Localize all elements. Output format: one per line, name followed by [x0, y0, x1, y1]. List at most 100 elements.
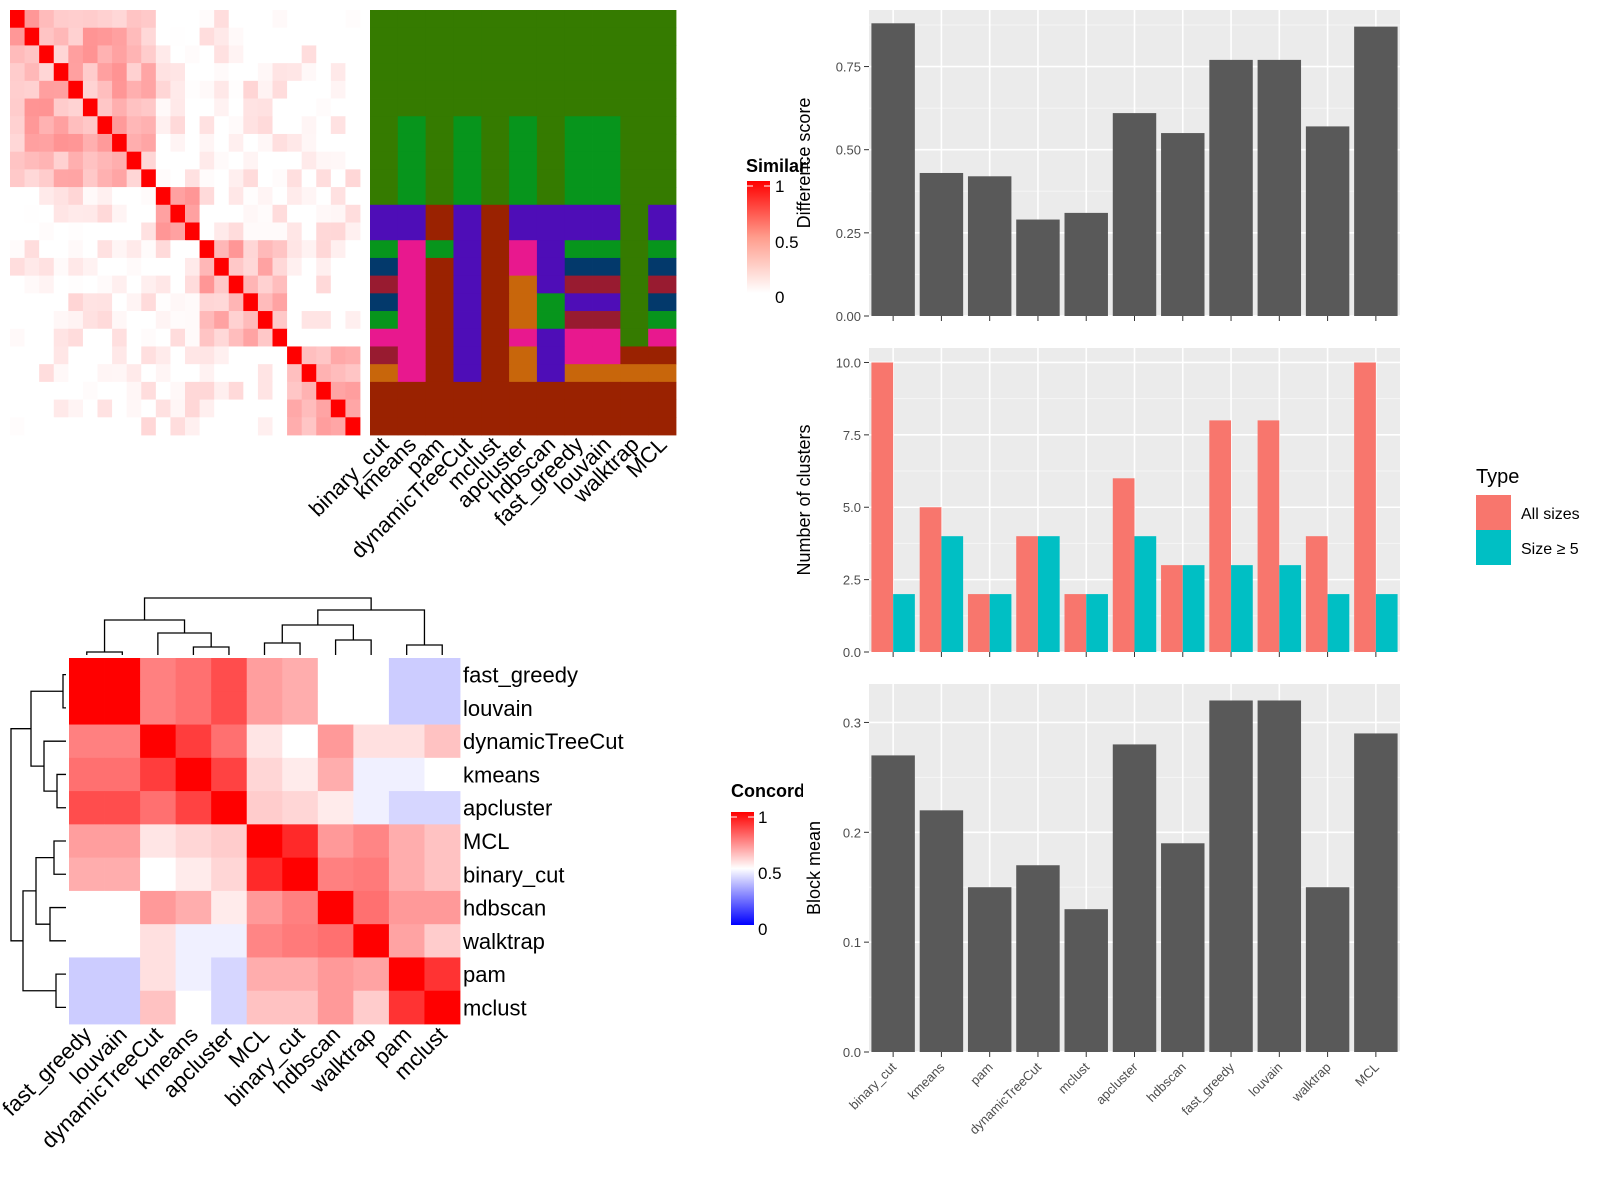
similarity-cell	[316, 257, 332, 277]
similarity-cell	[10, 381, 25, 400]
similarity-cell	[199, 187, 215, 206]
similarity-cell	[24, 381, 40, 400]
cluster-cell	[536, 399, 566, 418]
similarity-cell	[10, 275, 25, 294]
cluster-cell	[592, 417, 621, 436]
concordance-cell	[282, 857, 319, 892]
cluster-cell	[453, 80, 482, 99]
cluster-cell	[509, 346, 538, 365]
similarity-legend: Similarity 1 0.5 0	[746, 156, 808, 307]
similarity-cell	[170, 328, 186, 347]
similarity-cell	[257, 381, 273, 400]
similarity-cell	[68, 417, 84, 436]
concordance-cell	[317, 791, 354, 825]
similarity-cell	[272, 63, 288, 82]
similarity-cell	[301, 151, 317, 170]
concordance-cell	[424, 691, 461, 725]
similarity-cell	[10, 63, 25, 82]
similarity-cell	[97, 293, 113, 312]
similarity-cell	[301, 328, 317, 347]
similarity-cell	[82, 80, 98, 99]
similarity-cell	[243, 293, 259, 312]
similarity-cell	[141, 240, 157, 259]
similarity-cell	[82, 133, 98, 153]
row-label-walktrap: walktrap	[462, 929, 545, 954]
similarity-cell	[257, 151, 273, 170]
similarity-cell	[24, 45, 40, 64]
similarity-cell	[330, 169, 346, 188]
similarity-cell	[170, 311, 186, 330]
cluster-cell	[564, 240, 593, 259]
similarity-cell	[170, 399, 186, 418]
similarity-cell	[257, 399, 273, 418]
concordance-cell	[246, 658, 283, 692]
concordance-cell	[246, 990, 283, 1025]
cluster-cell	[509, 151, 538, 170]
similarity-cell	[316, 98, 332, 117]
cluster-cell	[481, 417, 510, 436]
similarity-cell	[316, 187, 332, 206]
cluster-cell	[648, 204, 677, 223]
cluster-cell	[453, 240, 482, 259]
similarity-cell	[68, 222, 84, 241]
concordance-legend: Concordance 1 0.5 0	[731, 781, 803, 939]
cluster-cell	[509, 364, 538, 383]
similarity-cell	[24, 133, 40, 153]
similarity-cell	[243, 222, 259, 241]
cluster-cell	[370, 116, 399, 135]
cluster-cell	[397, 169, 427, 188]
similarity-cell	[228, 63, 244, 82]
similarity-cell	[301, 27, 317, 46]
similarity-cell	[272, 27, 288, 46]
bar-all-sizes-dynamicTreeCut	[1016, 536, 1038, 652]
similarity-cell	[155, 204, 171, 223]
similarity-cell	[199, 328, 215, 347]
similarity-cell	[39, 346, 55, 365]
similarity-cell	[316, 417, 332, 436]
similarity-cell	[82, 63, 98, 82]
similarity-cell	[39, 45, 55, 64]
similarity-cell	[301, 346, 317, 365]
concordance-cell	[69, 658, 105, 692]
similarity-cell	[53, 417, 69, 436]
similarity-cell	[301, 257, 317, 277]
similarity-cell	[68, 399, 84, 418]
cluster-cell	[509, 381, 538, 400]
similarity-cell	[97, 10, 113, 29]
similarity-cell	[112, 293, 128, 312]
similarity-cell	[82, 399, 98, 418]
cluster-cell	[648, 364, 677, 383]
cluster-cell	[397, 151, 427, 170]
cluster-cell	[564, 133, 593, 153]
concordance-cell	[104, 990, 141, 1025]
concordance-cell	[140, 890, 177, 925]
similarity-cell	[155, 275, 171, 294]
similarity-cell	[53, 151, 69, 170]
cluster-cell	[425, 116, 454, 135]
similarity-cell	[199, 98, 215, 117]
x-tick-label-MCL: MCL	[1352, 1060, 1382, 1090]
similarity-cell	[97, 27, 113, 46]
cluster-cell	[425, 311, 454, 330]
similarity-cell	[53, 399, 69, 418]
cluster-cell	[564, 80, 593, 99]
similarity-cell	[287, 10, 303, 29]
bar-all-sizes-fast_greedy	[1209, 420, 1232, 652]
concordance-cell	[211, 824, 248, 859]
cluster-cell	[425, 257, 454, 277]
similarity-cell	[141, 133, 157, 153]
cluster-assignment-strip	[370, 10, 677, 436]
similarity-cell	[141, 364, 157, 383]
cluster-cell	[370, 381, 399, 400]
legend-swatch-all-sizes	[1476, 495, 1511, 530]
concordance-cell	[104, 691, 141, 725]
similarity-cell	[126, 417, 142, 436]
similarity-cell	[243, 381, 259, 400]
similarity-cell	[228, 328, 244, 347]
similarity-cell	[39, 80, 55, 99]
similarity-cell	[345, 240, 361, 259]
cluster-cell	[453, 293, 482, 312]
similarity-cell	[10, 98, 25, 117]
row-label-mclust: mclust	[463, 995, 527, 1020]
similarity-cell	[170, 364, 186, 383]
